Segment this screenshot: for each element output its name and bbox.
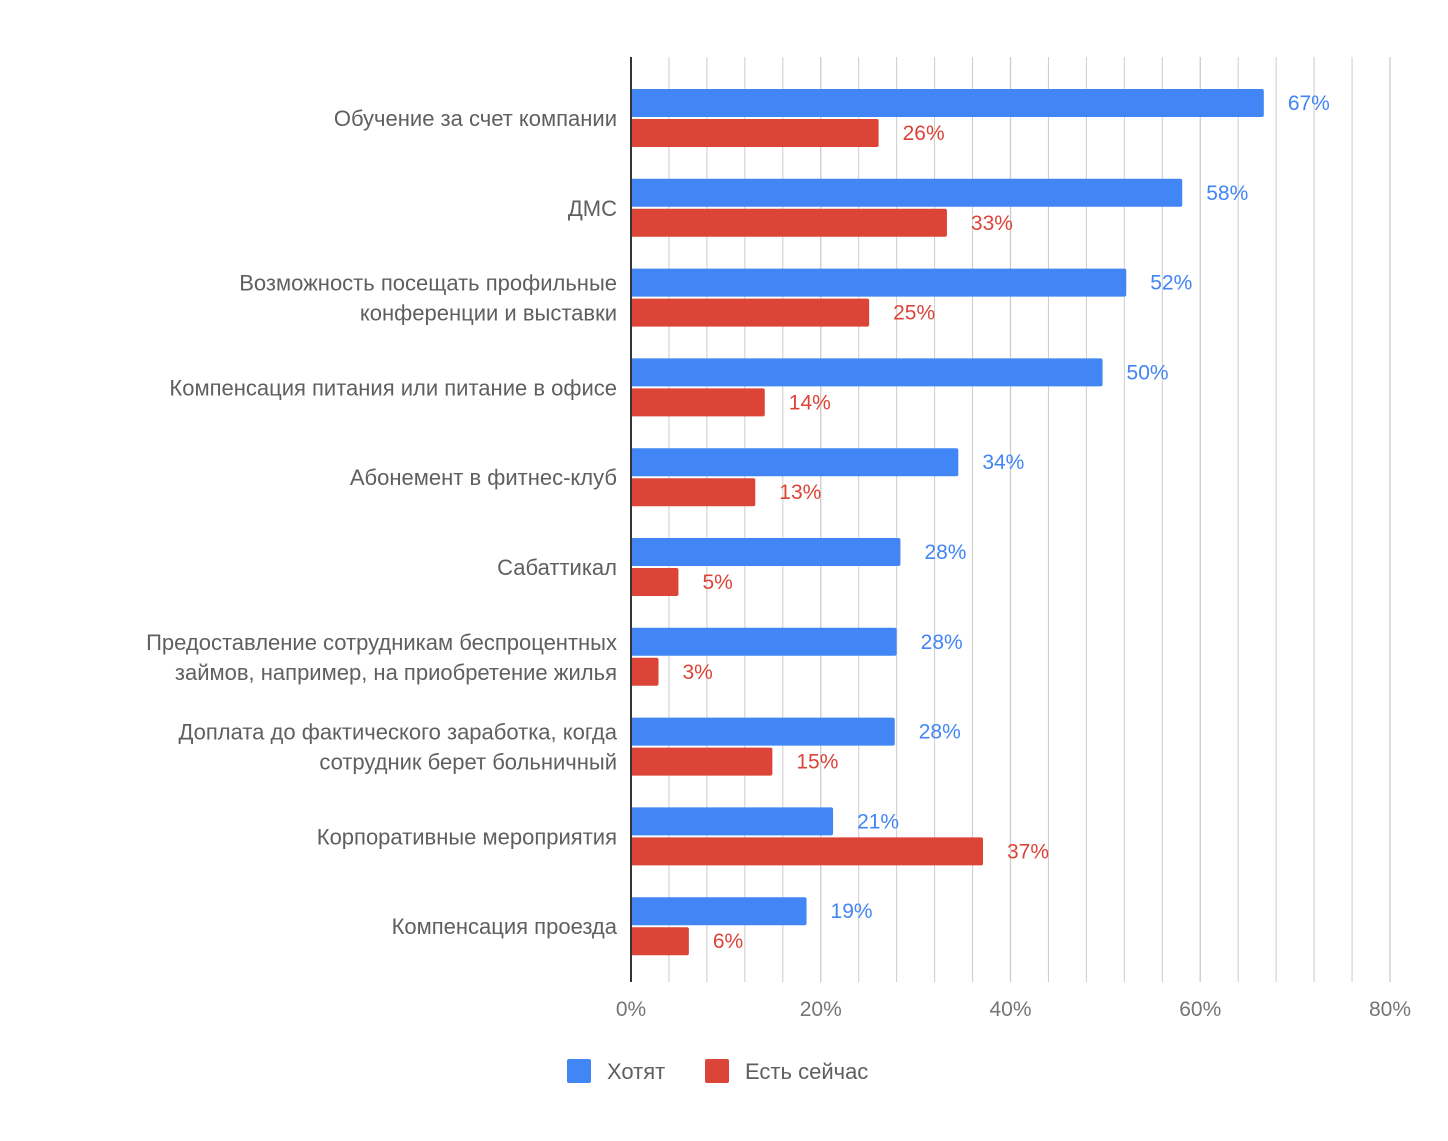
bar-have	[631, 927, 689, 956]
bar-have	[631, 747, 773, 776]
bars	[631, 89, 1264, 956]
category-labels: Обучение за счет компании ДМС Возможность …	[146, 106, 618, 939]
bar-want	[631, 358, 1103, 387]
legend-label: Хотят	[607, 1059, 665, 1084]
data-label: 33%	[971, 212, 1013, 235]
category-label: Сабаттикал	[497, 555, 617, 580]
data-labels: 67% 26% 58% 33% 52% 25% 50% 14% 34% 13% 28% 5% 28% 3%…	[683, 92, 1330, 953]
category-label: Обучение за счет компании	[334, 106, 617, 131]
legend-swatch-want	[567, 1059, 591, 1083]
legend-label: Есть сейчас	[745, 1059, 868, 1084]
bar-have	[631, 208, 947, 237]
data-label: 13%	[779, 481, 821, 504]
data-label: 14%	[789, 391, 831, 414]
bar-have	[631, 388, 765, 417]
x-tick-label: 20%	[800, 998, 842, 1021]
bar-have	[631, 837, 983, 866]
data-label: 21%	[857, 810, 899, 833]
data-label: 26%	[903, 122, 945, 145]
data-label: 28%	[919, 721, 961, 744]
data-label: 5%	[702, 571, 732, 594]
x-axis-ticks: 0% 20% 40% 60% 80%	[616, 998, 1411, 1021]
x-tick-label: 0%	[616, 998, 646, 1021]
data-label: 34%	[982, 451, 1024, 474]
bar-want	[631, 89, 1264, 117]
category-label: Корпоративные мероприятия	[317, 824, 617, 849]
legend: Хотят Есть сейчас	[567, 1059, 868, 1084]
data-label: 58%	[1206, 182, 1248, 205]
bar-want	[631, 717, 895, 746]
data-label: 6%	[713, 930, 743, 953]
x-tick-label: 40%	[989, 998, 1031, 1021]
x-tick-label: 60%	[1179, 998, 1221, 1021]
category-label: сотрудник берет больничный	[319, 750, 617, 775]
bar-have	[631, 568, 679, 596]
bar-want	[631, 807, 834, 836]
category-label: Доплата до фактического заработка, когда	[178, 720, 617, 745]
bar-want	[631, 538, 901, 566]
category-label: Возможность посещать профильные	[239, 271, 617, 296]
data-label: 25%	[893, 302, 935, 325]
data-label: 52%	[1150, 272, 1192, 295]
bar-want	[631, 627, 897, 656]
bar-want	[631, 897, 807, 926]
bar-have	[631, 657, 659, 686]
data-label: 28%	[921, 631, 963, 654]
data-label: 15%	[796, 751, 838, 774]
category-label: займов, например, на приобретение жилья	[175, 660, 617, 685]
category-label: Предоставление сотрудникам беспроцентных	[146, 630, 617, 655]
bar-want	[631, 178, 1183, 207]
bar-have	[631, 298, 870, 327]
bar-have	[631, 119, 879, 147]
data-label: 67%	[1288, 92, 1330, 115]
data-label: 28%	[924, 541, 966, 564]
bar-have	[631, 478, 756, 507]
data-label: 37%	[1007, 840, 1049, 863]
category-label: Компенсация проезда	[392, 914, 618, 939]
data-label: 50%	[1127, 361, 1169, 384]
bar-want	[631, 268, 1127, 297]
category-label: конференции и выставки	[360, 301, 617, 326]
data-label: 3%	[683, 661, 713, 684]
category-label: Абонемент в фитнес-клуб	[350, 465, 617, 490]
legend-swatch-have	[705, 1059, 729, 1083]
category-label: Компенсация питания или питание в офисе	[169, 375, 617, 400]
data-label: 19%	[831, 900, 873, 923]
x-tick-label: 80%	[1369, 998, 1411, 1021]
bar-want	[631, 448, 959, 477]
category-label: ДМС	[568, 196, 617, 221]
